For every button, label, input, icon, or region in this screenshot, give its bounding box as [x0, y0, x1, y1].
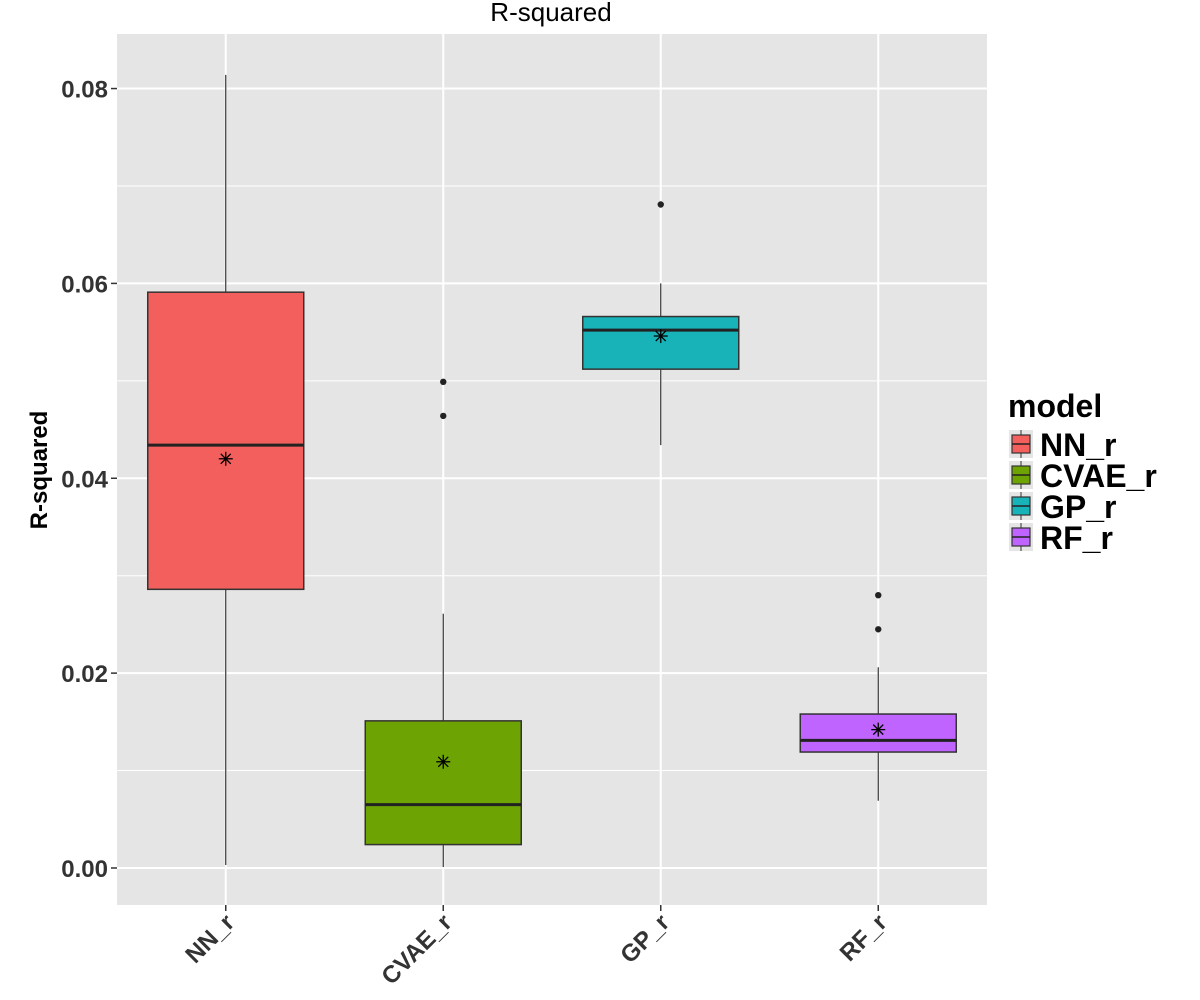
mean-marker-stroke: [220, 453, 232, 465]
legend-item-RF_r: RF_r: [1009, 520, 1113, 556]
legend-title: model: [1008, 388, 1102, 424]
x-tick-label: GP_r: [615, 909, 675, 969]
x-tick-label: RF_r: [835, 909, 893, 967]
box-GP_r: [582, 201, 740, 446]
box-CVAE_r: [364, 378, 522, 868]
outlier-point: [875, 591, 882, 599]
chart-title: R-squared: [490, 0, 611, 27]
legend-label: CVAE_r: [1040, 458, 1157, 494]
outlier-point: [440, 412, 447, 420]
y-tick-label: 0.02: [61, 661, 108, 688]
legend-label: GP_r: [1040, 489, 1116, 525]
y-tick-label: 0.04: [61, 466, 108, 493]
mean-marker-stroke: [872, 724, 884, 736]
mean-marker: [218, 451, 233, 466]
legend-item-GP_r: GP_r: [1009, 489, 1116, 525]
x-tick-label: CVAE_r: [376, 909, 457, 990]
legend-item-CVAE_r: CVAE_r: [1009, 458, 1157, 494]
mean-marker: [653, 329, 668, 344]
legend-label: NN_r: [1040, 427, 1116, 463]
box-RF_r: [799, 591, 957, 801]
mean-marker: [871, 722, 886, 737]
y-tick-label: 0.06: [61, 271, 108, 298]
outlier-point: [657, 201, 664, 208]
box-iqr: [364, 720, 522, 846]
y-tick-label: 0.08: [61, 77, 108, 104]
outlier-point: [875, 626, 882, 633]
boxes: [147, 74, 957, 868]
box-NN_r: [147, 74, 305, 866]
y-axis-label: R-squared: [26, 411, 53, 530]
y-tick-label: 0.00: [61, 856, 108, 883]
outlier-point: [440, 378, 447, 386]
mean-marker: [436, 754, 451, 769]
mean-marker-stroke: [655, 330, 667, 342]
legend-label: RF_r: [1040, 520, 1113, 556]
legend-item-NN_r: NN_r: [1009, 427, 1116, 463]
x-tick-label: NN_r: [180, 909, 240, 969]
box-iqr: [147, 291, 305, 591]
x-axis-ticks: NN_r CVAE_r GP_r RF_r: [180, 905, 892, 990]
mean-marker-stroke: [437, 756, 449, 768]
y-axis-ticks: 0.00 0.02 0.04 0.06 0.08: [61, 77, 117, 883]
